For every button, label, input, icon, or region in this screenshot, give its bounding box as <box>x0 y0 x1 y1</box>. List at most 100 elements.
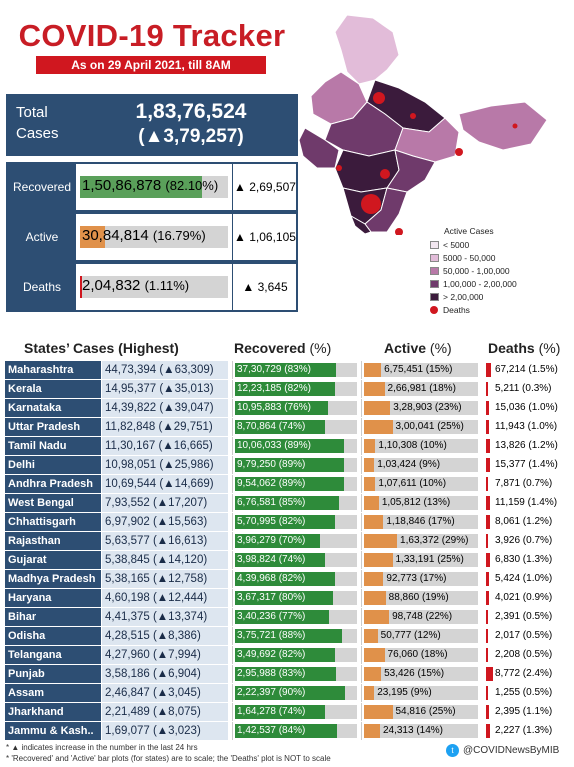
state-active: 1,07,611 (10%) <box>361 475 482 493</box>
state-recovered: 3,40,236 (77%) <box>232 608 361 626</box>
state-active: 2,66,981 (18%) <box>361 380 482 398</box>
recovered-text: 4,39,968 (82%) <box>237 573 306 584</box>
deaths-bar <box>486 382 488 396</box>
recovered-text: 5,70,995 (82%) <box>237 516 306 527</box>
deaths-bar <box>486 458 491 472</box>
deaths-bar <box>486 686 488 700</box>
state-deaths: 1,255 (0.5%) <box>483 684 567 702</box>
active-text: 98,748 (22%) <box>392 611 453 622</box>
state-cases: 10,98,051 (▲25,986) <box>102 456 228 474</box>
active-bar <box>364 553 393 567</box>
deaths-bar <box>486 439 490 453</box>
map-region-south-east <box>386 149 436 193</box>
active-text: 54,816 (25%) <box>395 706 456 717</box>
state-recovered: 5,70,995 (82%) <box>232 513 361 531</box>
state-deaths: 11,159 (1.4%) <box>483 494 567 512</box>
deaths-bar <box>486 591 489 605</box>
state-cases: 44,73,394 (▲63,309) <box>102 361 228 379</box>
recovered-bar <box>235 515 336 529</box>
recovered-bar <box>235 401 328 415</box>
legend-swatch <box>430 253 439 262</box>
state-recovered: 2,95,988 (83%) <box>232 665 361 683</box>
state-recovered: 1,42,537 (84%) <box>232 722 361 740</box>
deaths-bar <box>486 401 489 415</box>
state-active: 98,748 (22%) <box>361 608 482 626</box>
state-deaths: 6,830 (1.3%) <box>483 551 567 569</box>
deaths-text: 1,255 (0.5%) <box>495 687 553 698</box>
active-bar <box>364 686 375 700</box>
active-bar <box>364 572 384 586</box>
active-text: 76,060 (18%) <box>387 649 448 660</box>
legend-swatch <box>430 279 439 288</box>
deaths-bar <box>486 705 490 719</box>
state-cases: 10,69,544 (▲14,669) <box>102 475 228 493</box>
header-active: Active (%) <box>384 340 452 356</box>
legend-swatch <box>430 240 439 249</box>
recovered-text: 2,22,397 (90%) <box>237 687 306 698</box>
state-deaths: 2,227 (1.3%) <box>483 722 567 740</box>
recovered-bar <box>235 477 344 491</box>
active-text: 2,66,981 (18%) <box>387 383 456 394</box>
recovered-text: 3,96,279 (70%) <box>237 535 306 546</box>
deaths-text: 15,036 (1.0%) <box>495 402 558 413</box>
recovered-text: 3,98,824 (74%) <box>237 554 306 565</box>
recovered-bar-fill <box>80 176 202 198</box>
active-bar <box>364 496 379 510</box>
state-recovered: 3,96,279 (70%) <box>232 532 361 550</box>
active-text: 23,195 (9%) <box>377 687 432 698</box>
recovered-bar <box>235 724 338 738</box>
states-table: Maharashtra 44,73,394 (▲63,309) 37,30,729 … <box>5 361 567 741</box>
deaths-delta: ▲ 3,645 <box>232 264 297 310</box>
deaths-text: 8,061 (1.2%) <box>495 516 553 527</box>
state-recovered: 2,22,397 (90%) <box>232 684 361 702</box>
recovered-text: 3,67,317 (80%) <box>237 592 306 603</box>
state-cases: 5,38,845 (▲14,120) <box>102 551 228 569</box>
deaths-text: 15,377 (1.4%) <box>495 459 558 470</box>
state-recovered: 10,06,033 (89%) <box>232 437 361 455</box>
active-bar <box>364 439 376 453</box>
map-death-dot-east <box>455 148 463 156</box>
map-legend: Active Cases < 5000 5000 - 50,000 50,000… <box>430 226 517 316</box>
legend-item: 50,000 - 1,00,000 <box>430 264 517 277</box>
state-name: Bihar <box>5 608 101 626</box>
india-map <box>298 14 548 235</box>
state-deaths: 15,377 (1.4%) <box>483 456 567 474</box>
active-bar <box>364 515 384 529</box>
active-bar-fill <box>80 226 105 248</box>
state-deaths: 2,395 (1.1%) <box>483 703 567 721</box>
recovered-bar <box>235 648 336 662</box>
map-region-northeast <box>458 101 548 151</box>
state-cases: 4,28,515 (▲8,386) <box>102 627 228 645</box>
deaths-text: 67,214 (1.5%) <box>495 364 558 375</box>
recovered-text: 9,79,250 (89%) <box>237 459 306 470</box>
total-cases-label: Total Cases <box>16 104 59 142</box>
state-active: 50,777 (12%) <box>361 627 482 645</box>
state-active: 3,00,041 (25%) <box>361 418 482 436</box>
map-death-dot-central <box>380 169 390 179</box>
recovered-text: 10,95,883 (76%) <box>237 402 311 413</box>
recovered-pct: (82.10%) <box>165 178 219 193</box>
state-cases: 11,82,848 (▲29,751) <box>102 418 228 436</box>
deaths-bar <box>486 667 494 681</box>
active-bar <box>80 226 228 248</box>
deaths-bar <box>80 276 228 298</box>
legend-item: < 5000 <box>430 238 517 251</box>
table-row: Andhra Pradesh 10,69,544 (▲14,669) 9,54,06… <box>5 475 567 494</box>
deaths-bar-fill <box>80 276 82 298</box>
recovered-bar <box>235 629 343 643</box>
deaths-text: 8,772 (2.4%) <box>495 668 553 679</box>
active-bar <box>364 401 391 415</box>
state-name: West Bengal <box>5 494 101 512</box>
map-death-dot-northeast <box>512 123 518 129</box>
state-cases: 2,21,489 (▲8,075) <box>102 703 228 721</box>
state-cases: 14,95,377 (▲35,013) <box>102 380 228 398</box>
state-recovered: 9,54,062 (89%) <box>232 475 361 493</box>
footnote-scale: * 'Recovered' and 'Active' bar plots (fo… <box>6 754 331 763</box>
legend-item: 1,00,000 - 2,00,000 <box>430 277 517 290</box>
recovered-delta: ▲ 2,69,507 <box>232 164 297 210</box>
map-region-north <box>334 14 400 85</box>
total-cases-value: 1,83,76,524 <box>135 100 247 123</box>
state-name: Chhattisgarh <box>5 513 101 531</box>
state-recovered: 8,70,864 (74%) <box>232 418 361 436</box>
active-bar <box>364 629 378 643</box>
